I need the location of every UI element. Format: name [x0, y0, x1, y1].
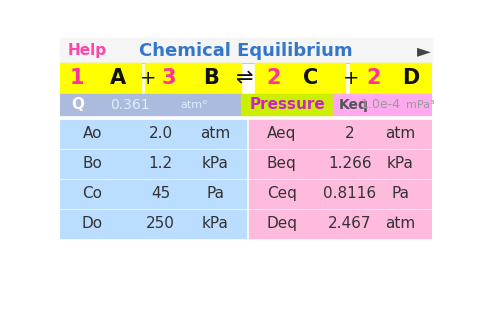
- Text: 3: 3: [161, 68, 176, 88]
- Text: ►: ►: [417, 42, 431, 60]
- Text: 2.0: 2.0: [149, 126, 173, 141]
- Text: 2: 2: [345, 126, 355, 141]
- Text: Ao: Ao: [83, 126, 102, 141]
- Bar: [60, 210, 246, 238]
- Bar: [255, 63, 345, 94]
- Text: 0.8116: 0.8116: [324, 187, 376, 202]
- Text: atm°: atm°: [180, 100, 208, 110]
- Text: Keq: Keq: [339, 98, 369, 112]
- Bar: [60, 180, 246, 208]
- Text: 2.467: 2.467: [328, 216, 372, 231]
- Text: 250: 250: [146, 216, 175, 231]
- Bar: [145, 63, 241, 94]
- Text: ⇌: ⇌: [236, 68, 253, 88]
- Text: 1.266: 1.266: [328, 156, 372, 172]
- Bar: [60, 38, 432, 63]
- Bar: [60, 63, 141, 94]
- Text: Q: Q: [71, 97, 84, 112]
- Text: atm: atm: [385, 126, 415, 141]
- Text: Pressure: Pressure: [249, 97, 325, 112]
- Text: B: B: [203, 68, 219, 88]
- Text: Beq: Beq: [267, 156, 297, 172]
- Text: Deq: Deq: [266, 216, 297, 231]
- Text: mPa³: mPa³: [407, 100, 435, 110]
- Text: C: C: [303, 68, 319, 88]
- Text: Do: Do: [82, 216, 103, 231]
- Bar: [249, 180, 432, 208]
- Text: atm: atm: [385, 216, 415, 231]
- Text: 1.2: 1.2: [149, 156, 173, 172]
- Text: kPa: kPa: [387, 156, 414, 172]
- Text: atm: atm: [200, 126, 230, 141]
- Bar: [333, 94, 432, 116]
- Text: kPa: kPa: [202, 216, 228, 231]
- Bar: [249, 120, 432, 148]
- Text: A: A: [110, 68, 126, 88]
- Text: Help: Help: [68, 43, 107, 58]
- Bar: [350, 63, 432, 94]
- Text: 2: 2: [267, 68, 281, 88]
- Text: 2: 2: [367, 68, 381, 88]
- Bar: [60, 150, 246, 178]
- Text: 1.0e-4: 1.0e-4: [361, 98, 401, 111]
- Bar: [249, 150, 432, 178]
- Bar: [60, 94, 241, 116]
- Text: Co: Co: [83, 187, 103, 202]
- Bar: [241, 94, 333, 116]
- Text: Ceq: Ceq: [267, 187, 297, 202]
- Text: D: D: [402, 68, 419, 88]
- Text: 0.361: 0.361: [110, 98, 150, 112]
- Bar: [60, 120, 246, 148]
- Text: Chemical Equilibrium: Chemical Equilibrium: [139, 42, 353, 60]
- Bar: [249, 210, 432, 238]
- Text: Pa: Pa: [391, 187, 409, 202]
- Text: 45: 45: [151, 187, 170, 202]
- Text: Bo: Bo: [83, 156, 103, 172]
- Text: Pa: Pa: [206, 187, 224, 202]
- Text: kPa: kPa: [202, 156, 228, 172]
- Text: +: +: [140, 69, 156, 88]
- Text: Aeq: Aeq: [267, 126, 296, 141]
- Text: +: +: [343, 69, 360, 88]
- Text: 1: 1: [70, 68, 84, 88]
